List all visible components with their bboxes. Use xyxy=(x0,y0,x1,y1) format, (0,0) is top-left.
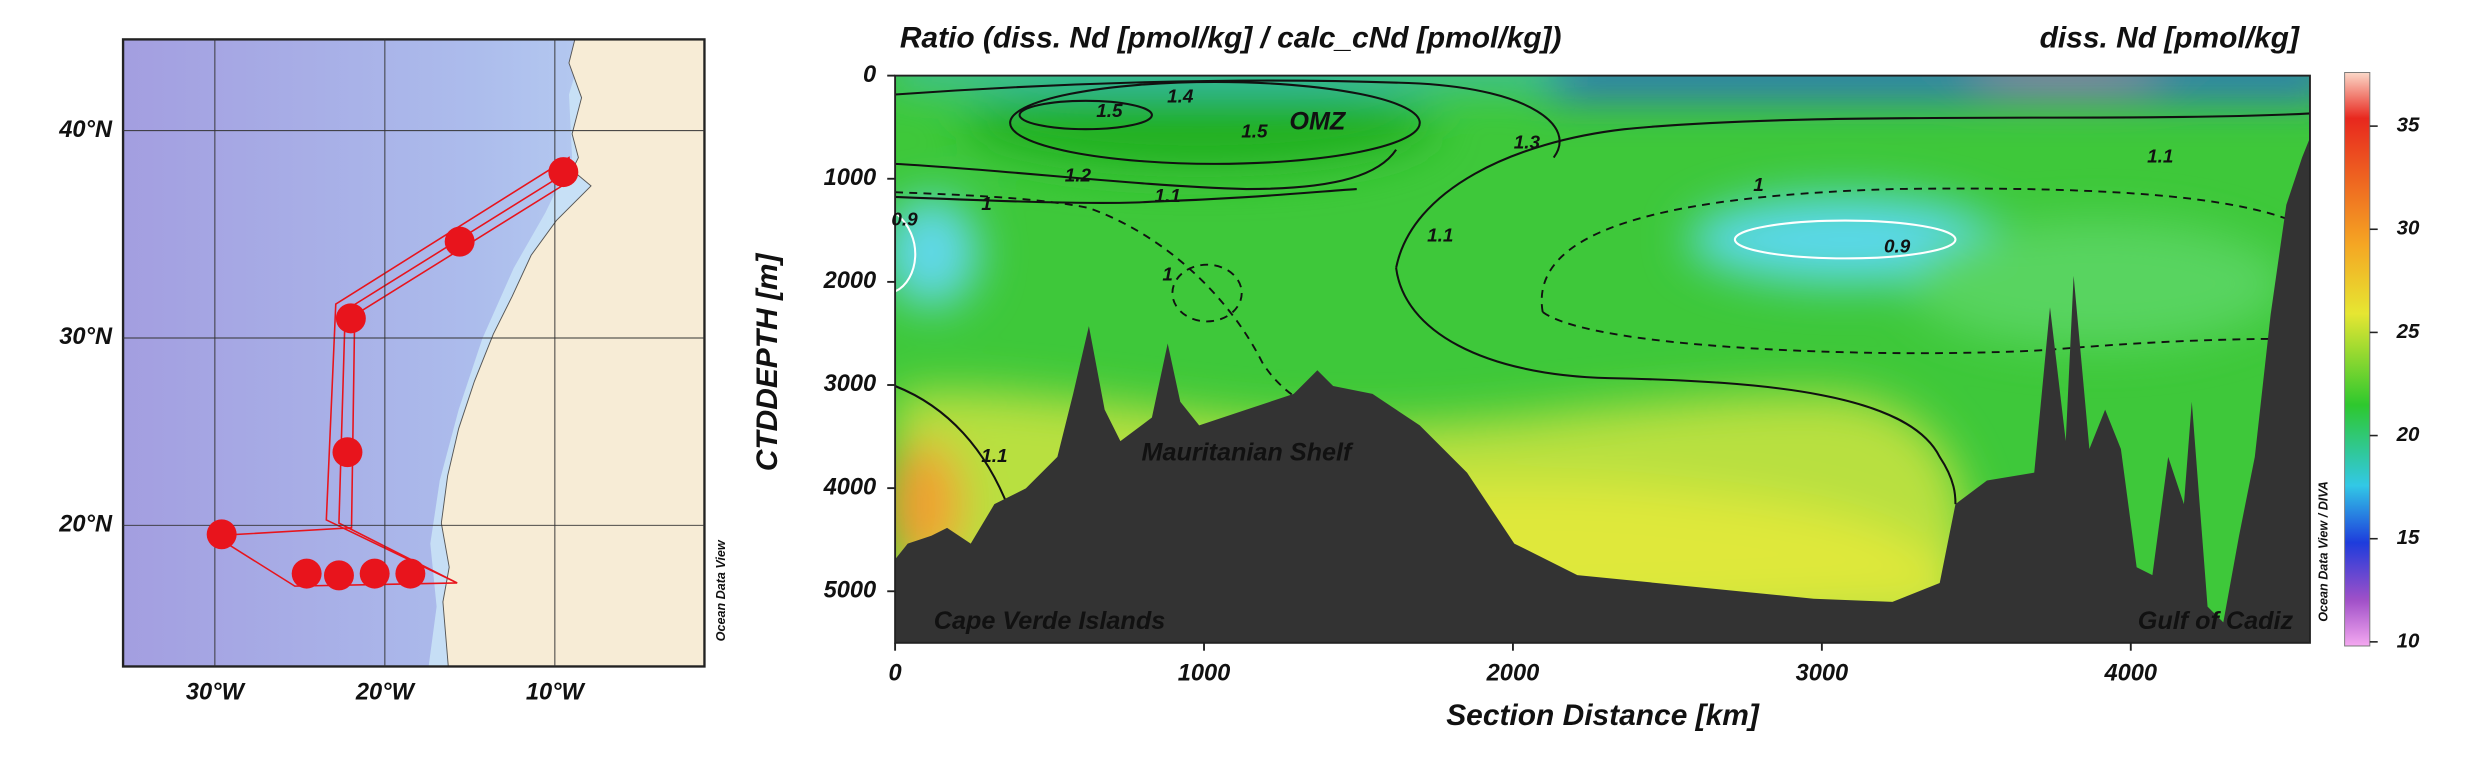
station xyxy=(291,558,322,589)
colorbar-title: diss. Nd [pmol/kg] xyxy=(2040,21,2300,54)
station xyxy=(395,558,426,589)
y-tick-label: 4000 xyxy=(823,474,877,500)
contour-label: 1.1 xyxy=(981,446,1007,467)
station xyxy=(323,560,354,591)
section-field xyxy=(895,75,2310,643)
chart-title: Ratio (diss. Nd [pmol/kg] / calc_cNd [pm… xyxy=(900,21,1562,54)
x-axis-label: Section Distance [km] xyxy=(1446,699,1760,732)
x-tick-label: 10°W xyxy=(526,679,586,705)
contour-label: 1 xyxy=(1162,265,1173,286)
x-tick-label: 4000 xyxy=(2104,661,2158,687)
map-background xyxy=(123,39,705,667)
contour-label: 0.9 xyxy=(1884,236,1911,257)
station xyxy=(359,558,390,589)
y-tick-label: 0 xyxy=(863,62,876,88)
y-tick-label: 40°N xyxy=(58,117,113,143)
colorbar-tick-label: 35 xyxy=(2397,114,2420,137)
y-tick-label: 2000 xyxy=(823,268,877,294)
y-tick-label: 1000 xyxy=(824,165,877,191)
colorbar-tick-label: 25 xyxy=(2396,320,2420,343)
y-tick-label: 3000 xyxy=(824,371,877,397)
colorbar-tick-label: 15 xyxy=(2397,526,2420,549)
section-frame xyxy=(894,74,2311,644)
contour-label: 1 xyxy=(981,194,992,215)
section-credit: Ocean Data View / DIVA xyxy=(2316,481,2330,622)
x-tick-label: 3000 xyxy=(1796,661,1849,687)
contour-label: 1.1 xyxy=(1427,225,1453,246)
contour-label: 1.4 xyxy=(1167,87,1194,108)
contour-label: 0.9 xyxy=(891,210,918,231)
y-tick-label: 5000 xyxy=(824,578,877,604)
station xyxy=(335,303,366,334)
map-credit: Ocean Data View xyxy=(714,539,728,641)
colorbar-tick-label: 20 xyxy=(2396,423,2420,446)
contour-label: 1.1 xyxy=(2147,147,2173,168)
colorbar-tick-label: 10 xyxy=(2397,629,2420,652)
station xyxy=(548,157,579,188)
contour-label: 1 xyxy=(1753,175,1764,196)
x-tick-label: 20°W xyxy=(355,679,416,705)
map-frame xyxy=(121,38,706,668)
y-tick-label: 30°N xyxy=(59,324,113,350)
contour-label: 1.5 xyxy=(1241,121,1268,142)
x-tick-label: 30°W xyxy=(186,679,246,705)
contour-label: 1.2 xyxy=(1065,165,1092,186)
station xyxy=(332,437,363,468)
station xyxy=(444,226,475,257)
contour-label: 1.3 xyxy=(1514,132,1541,153)
contour-label: 1.1 xyxy=(1155,186,1181,207)
annotation: Gulf of Cadiz xyxy=(2138,607,2294,635)
colorbar xyxy=(2344,72,2371,647)
x-tick-label: 1000 xyxy=(1178,661,1231,687)
y-axis-label: CTDDEPTH [m] xyxy=(751,252,784,471)
colorbar-tick-label: 30 xyxy=(2397,217,2420,240)
y-tick-label: 20°N xyxy=(58,512,113,538)
annotation: Mauritanian Shelf xyxy=(1141,438,1354,466)
contour-label: 1.5 xyxy=(1096,101,1123,122)
x-tick-label: 0 xyxy=(889,661,902,687)
annotation: Cape Verde Islands xyxy=(934,607,1165,635)
station xyxy=(206,519,237,550)
annotation: OMZ xyxy=(1289,108,1347,136)
x-tick-label: 2000 xyxy=(1486,661,1540,687)
